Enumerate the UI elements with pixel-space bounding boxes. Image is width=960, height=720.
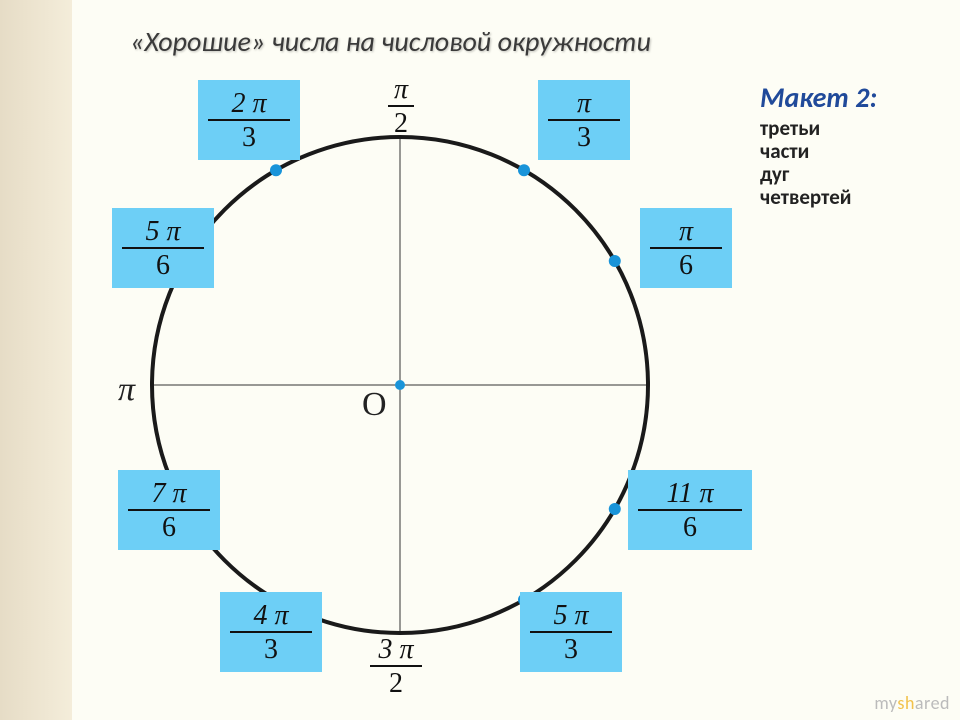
- center-dot: [395, 380, 405, 390]
- svg-text:2: 2: [389, 668, 403, 699]
- svg-text:3: 3: [577, 122, 591, 153]
- circle-point: [518, 164, 530, 176]
- circle-point: [270, 164, 282, 176]
- center-label: O: [362, 386, 387, 423]
- svg-text:6: 6: [156, 250, 170, 281]
- svg-text:π: π: [679, 216, 694, 247]
- svg-text:3 π: 3 π: [377, 634, 414, 665]
- fraction-label: 11 π6: [628, 470, 752, 550]
- circle-point: [609, 255, 621, 267]
- pi-label: π: [118, 371, 136, 408]
- circle-diagram: Oπ6π32 π35 π67 π64 π35 π311 π6π23 π2π: [0, 0, 960, 720]
- fraction-label: 4 π3: [220, 592, 322, 672]
- svg-text:5 π: 5 π: [553, 600, 589, 631]
- watermark-highlight: sh: [897, 692, 915, 714]
- watermark-prefix: my: [874, 692, 897, 714]
- svg-text:π: π: [577, 88, 592, 119]
- fraction-label: 7 π6: [118, 470, 220, 550]
- svg-text:7 π: 7 π: [151, 478, 187, 509]
- fraction-label: π2: [388, 74, 414, 139]
- fraction-label: π6: [640, 208, 732, 288]
- fraction-label: 5 π3: [520, 592, 622, 672]
- fraction-label: 3 π2: [370, 634, 422, 699]
- svg-text:6: 6: [679, 250, 693, 281]
- svg-text:6: 6: [162, 512, 176, 543]
- svg-text:3: 3: [264, 634, 278, 665]
- watermark: myshared: [874, 692, 950, 714]
- watermark-suffix: ared: [915, 692, 950, 714]
- svg-text:6: 6: [683, 512, 697, 543]
- circle-point: [609, 503, 621, 515]
- fraction-label: 5 π6: [112, 208, 214, 288]
- svg-text:2: 2: [394, 108, 408, 139]
- svg-text:5 π: 5 π: [145, 216, 181, 247]
- svg-text:4 π: 4 π: [253, 600, 289, 631]
- fraction-label: 2 π3: [198, 80, 300, 160]
- svg-text:11 π: 11 π: [667, 478, 715, 509]
- svg-text:2 π: 2 π: [231, 88, 267, 119]
- svg-text:3: 3: [564, 634, 578, 665]
- svg-text:π: π: [394, 74, 409, 105]
- fraction-label: π3: [538, 80, 630, 160]
- svg-text:3: 3: [242, 122, 256, 153]
